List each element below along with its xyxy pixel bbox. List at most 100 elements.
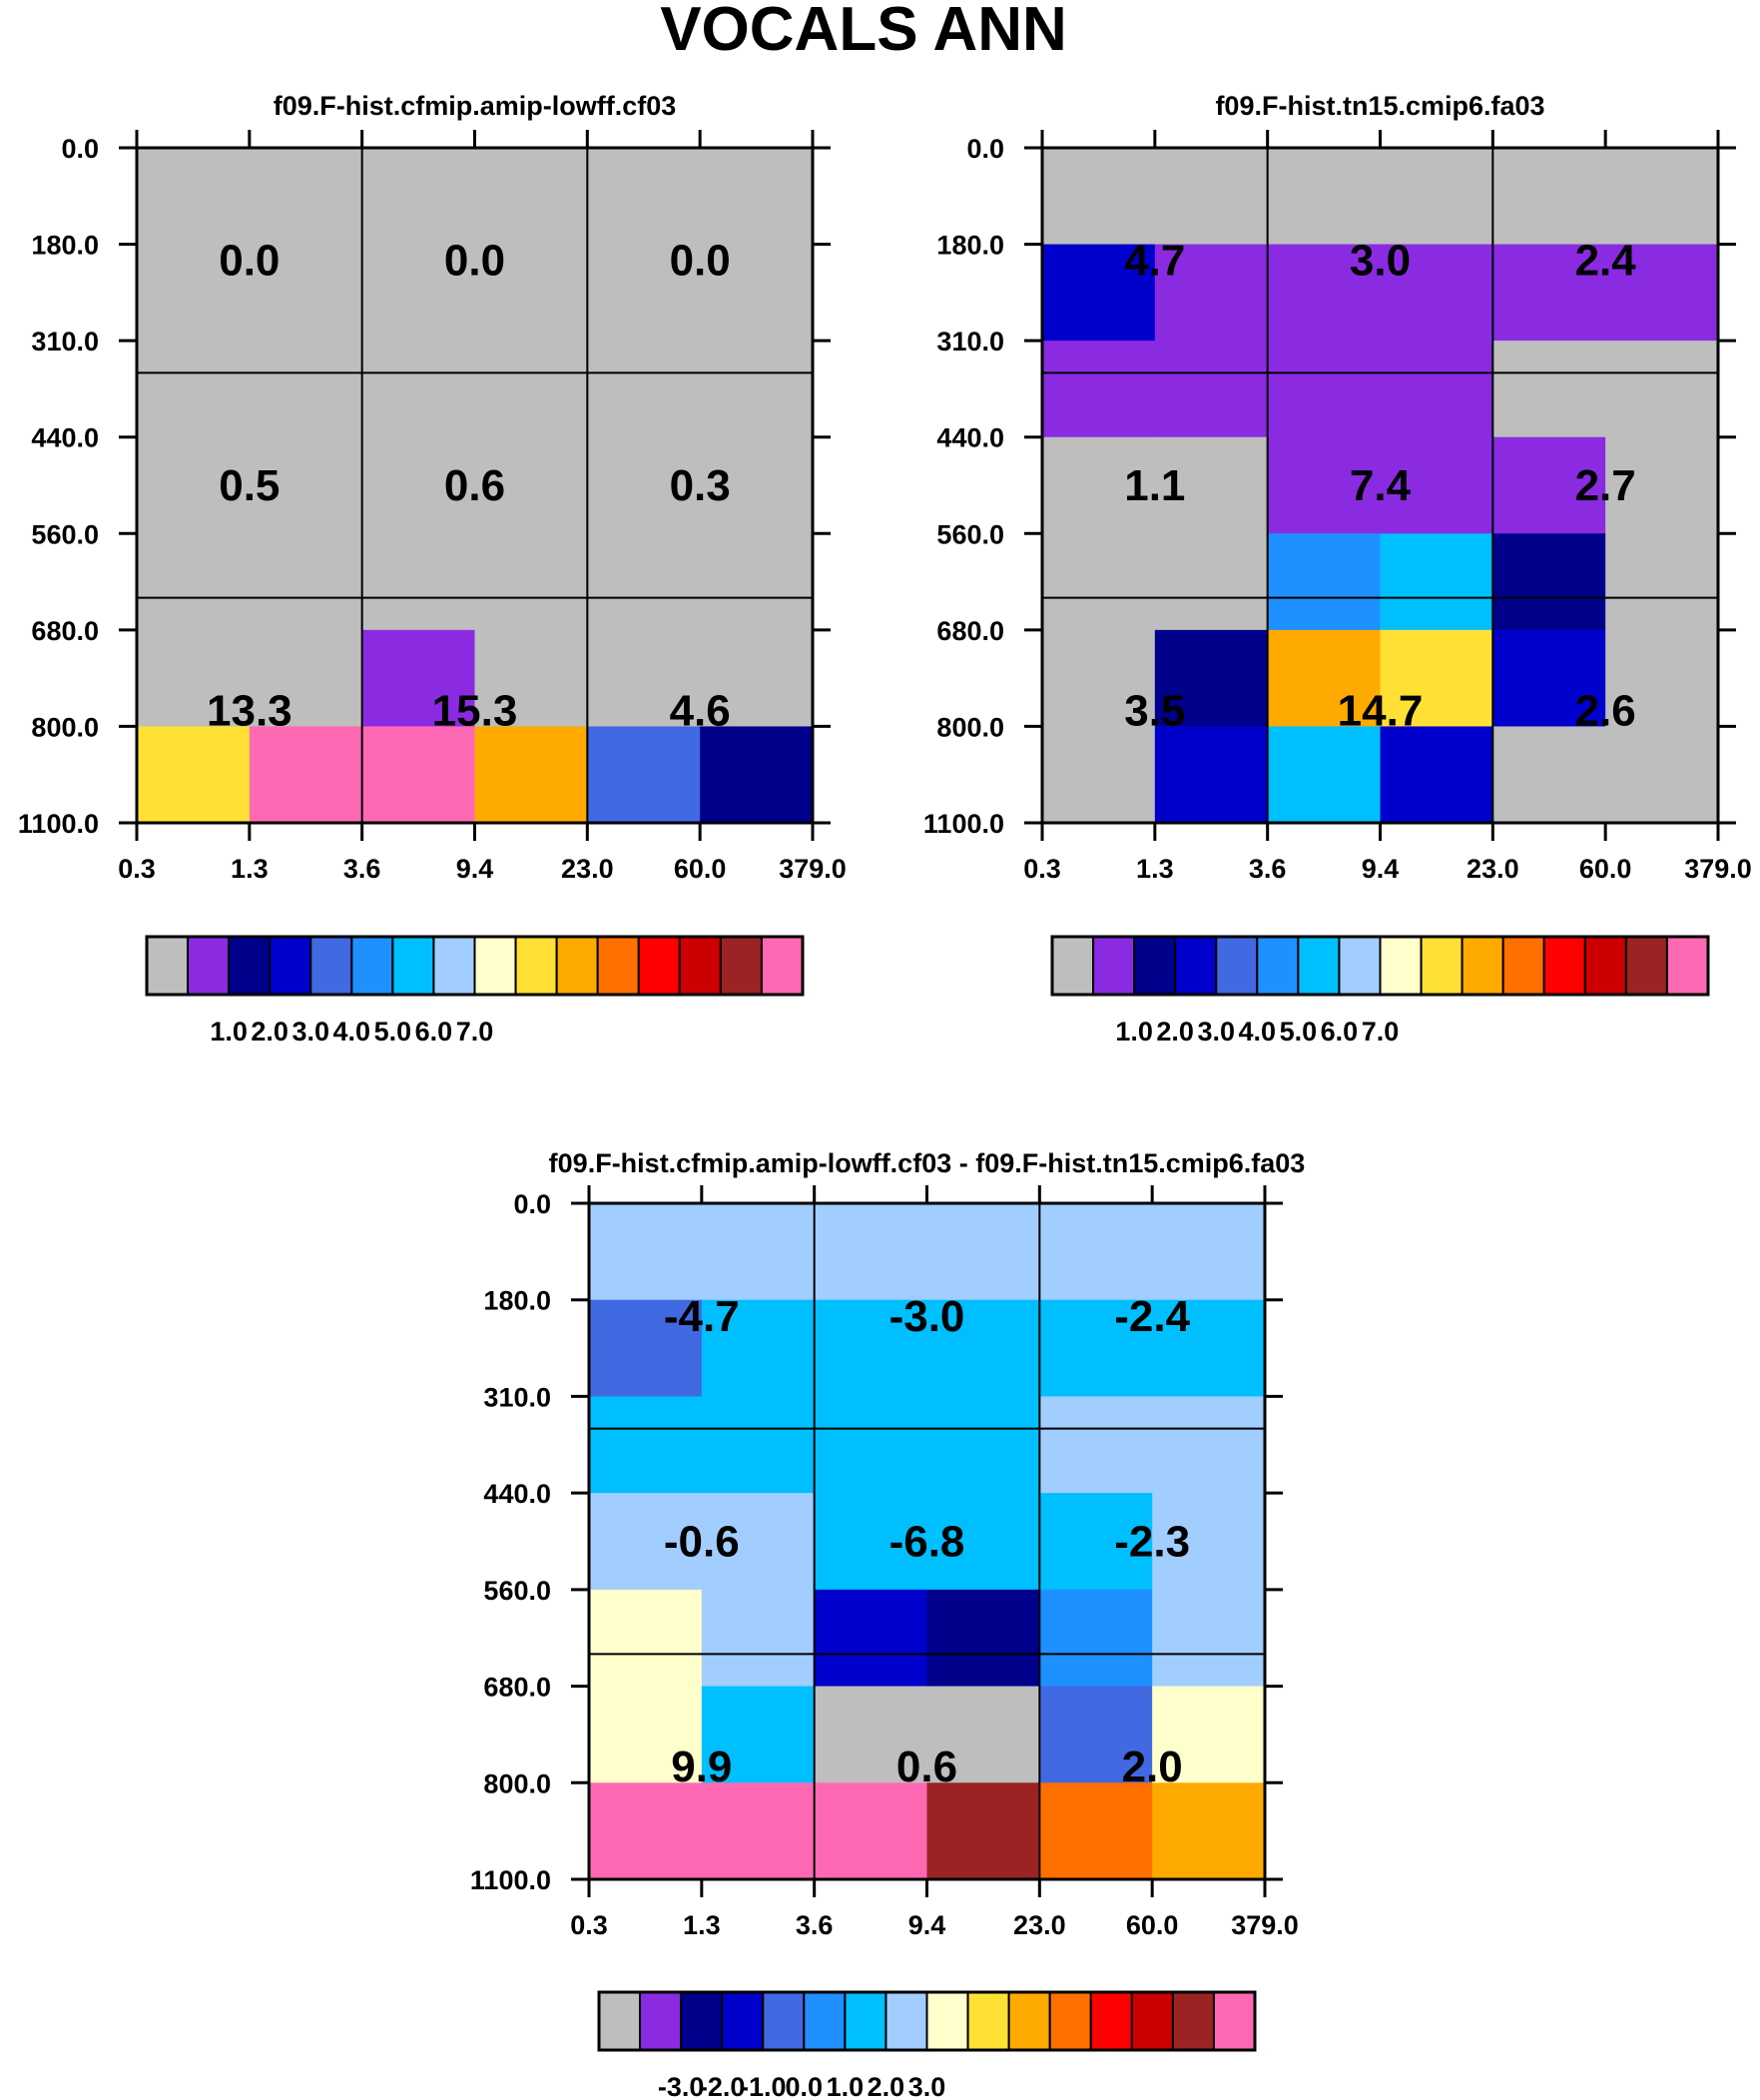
heatmap-cell: [926, 1686, 1040, 1783]
heatmap-cell: [137, 629, 251, 727]
y-tick-label: 310.0: [936, 327, 1004, 356]
panel-title: f09.F-hist.cfmip.amip-lowff.cf03: [274, 91, 677, 121]
cell-value-label: -6.8: [889, 1518, 965, 1567]
colorbar-box: [762, 1991, 806, 2051]
cell-value-label: 1.1: [1124, 461, 1185, 510]
heatmap-cell: [814, 1299, 927, 1397]
heatmap-cell: [137, 341, 251, 438]
colorbar-box: [1461, 936, 1504, 996]
colorbar-label: 2.0: [868, 2072, 905, 2100]
heatmap-cell: [814, 1493, 927, 1591]
heatmap-cell: [926, 1203, 1040, 1301]
heatmap-cell: [814, 1396, 927, 1494]
heatmap-cell: [1042, 436, 1156, 534]
heatmap-cell: [1380, 148, 1493, 246]
colorbar-box: [639, 1991, 683, 2051]
x-tick-label: 0.3: [1023, 854, 1061, 884]
colorbar-label: 4.0: [1239, 1017, 1277, 1047]
cell-value-label: 0.0: [219, 237, 280, 286]
heatmap-cell: [137, 533, 251, 631]
x-tick-label: 23.0: [1013, 1910, 1066, 1940]
panels: f09.F-hist.cfmip.amip-lowff.cf03 0.0 180.0…: [18, 91, 1752, 2100]
heatmap-cell: [700, 436, 814, 534]
colorbar-label: -2.0: [699, 2072, 746, 2100]
y-tick-label: 440.0: [31, 423, 99, 453]
y-tick-label: 800.0: [936, 712, 1004, 742]
colorbar-box: [598, 1991, 642, 2051]
colorbar-box: [1089, 1991, 1133, 2051]
heatmap-cell: [701, 1686, 816, 1783]
heatmap-cell: [361, 341, 475, 438]
heatmap-cell: [361, 533, 475, 631]
colorbar-box: [760, 936, 804, 996]
colorbar-box: [1420, 936, 1464, 996]
heatmap-cell: [1605, 726, 1719, 824]
heatmap-cell: [587, 533, 701, 631]
colorbar-label: 1.0: [210, 1017, 248, 1047]
y-tick-label: 180.0: [936, 231, 1004, 261]
y-tick-label: 560.0: [31, 519, 99, 549]
y-tick-label: 1100.0: [470, 1865, 551, 1895]
heatmap-cell: [474, 436, 588, 534]
colorbar-label: 1.0: [827, 2072, 865, 2100]
cell-value-label: 0.6: [444, 461, 505, 510]
cell-value-label: 2.6: [1575, 686, 1636, 735]
x-tick-label: 379.0: [1684, 854, 1752, 884]
heatmap-cell: [1267, 629, 1381, 727]
cell-value-label: 14.7: [1338, 686, 1424, 735]
colorbar-label: 0.0: [786, 2072, 824, 2100]
colorbar-box: [1133, 936, 1177, 996]
heatmap-cell: [1267, 148, 1381, 246]
x-tick-label: 0.3: [570, 1910, 608, 1940]
y-tick-label: 0.0: [513, 1189, 551, 1219]
heatmap-cell: [700, 341, 814, 438]
colorbar-box: [884, 1991, 928, 2051]
y-tick-label: 800.0: [31, 712, 99, 742]
cell-value-label: 15.3: [432, 686, 518, 735]
y-tick-label: 1100.0: [18, 809, 99, 839]
y-tick-label: 180.0: [483, 1286, 551, 1316]
heatmap-cell: [700, 629, 814, 727]
y-tick-label: 180.0: [31, 231, 99, 261]
heatmap-cell: [1267, 533, 1381, 631]
heatmap-cell: [814, 1203, 927, 1301]
y-tick-label: 310.0: [31, 327, 99, 356]
colorbar-box: [391, 936, 435, 996]
heatmap-cell: [474, 148, 588, 246]
colorbar-box: [844, 1991, 887, 2051]
y-tick-label: 440.0: [483, 1479, 551, 1509]
heatmap-cell: [1154, 244, 1269, 342]
heatmap-cell: [1492, 726, 1606, 824]
heatmap-cell: [1605, 148, 1719, 246]
colorbar-label: 3.0: [1197, 1017, 1235, 1047]
x-tick-label: 1.3: [683, 1910, 721, 1940]
heatmap-cell: [1152, 1589, 1266, 1688]
heatmap-cell: [700, 148, 814, 246]
cell-value-label: 0.6: [896, 1743, 957, 1791]
heatmap-cell: [587, 436, 701, 534]
colorbar-label: 2.0: [1156, 1017, 1194, 1047]
y-tick-label: 800.0: [483, 1768, 551, 1798]
cell-value-label: 0.3: [670, 461, 731, 510]
colorbar-box: [1130, 1991, 1174, 2051]
heatmap-cell: [1152, 1299, 1266, 1397]
cell-value-label: 2.7: [1575, 461, 1636, 510]
heatmap-cell: [1492, 436, 1606, 534]
colorbar-box: [1501, 936, 1545, 996]
colorbar-frame: [145, 935, 805, 997]
x-tick-label: 379.0: [1231, 1910, 1299, 1940]
colorbar-box: [719, 936, 763, 996]
y-tick-label: 310.0: [483, 1382, 551, 1412]
panel-1: f09.F-hist.cfmip.amip-lowff.cf03 0.0 180.0…: [18, 91, 847, 1047]
cell-value-label: -0.6: [664, 1518, 740, 1567]
heatmap-cell: [926, 1493, 1040, 1591]
heatmap-cell: [1039, 1396, 1153, 1494]
heatmap-cell: [814, 1686, 927, 1783]
cell-value-label: 2.4: [1575, 237, 1637, 286]
heatmap-cell: [1605, 629, 1719, 727]
y-tick-label: 0.0: [61, 134, 99, 164]
heatmap-cell: [361, 148, 475, 246]
heatmap-cell: [249, 629, 363, 727]
figure-title: VOCALS ANN: [660, 0, 1067, 64]
heatmap-cell: [1267, 726, 1381, 824]
